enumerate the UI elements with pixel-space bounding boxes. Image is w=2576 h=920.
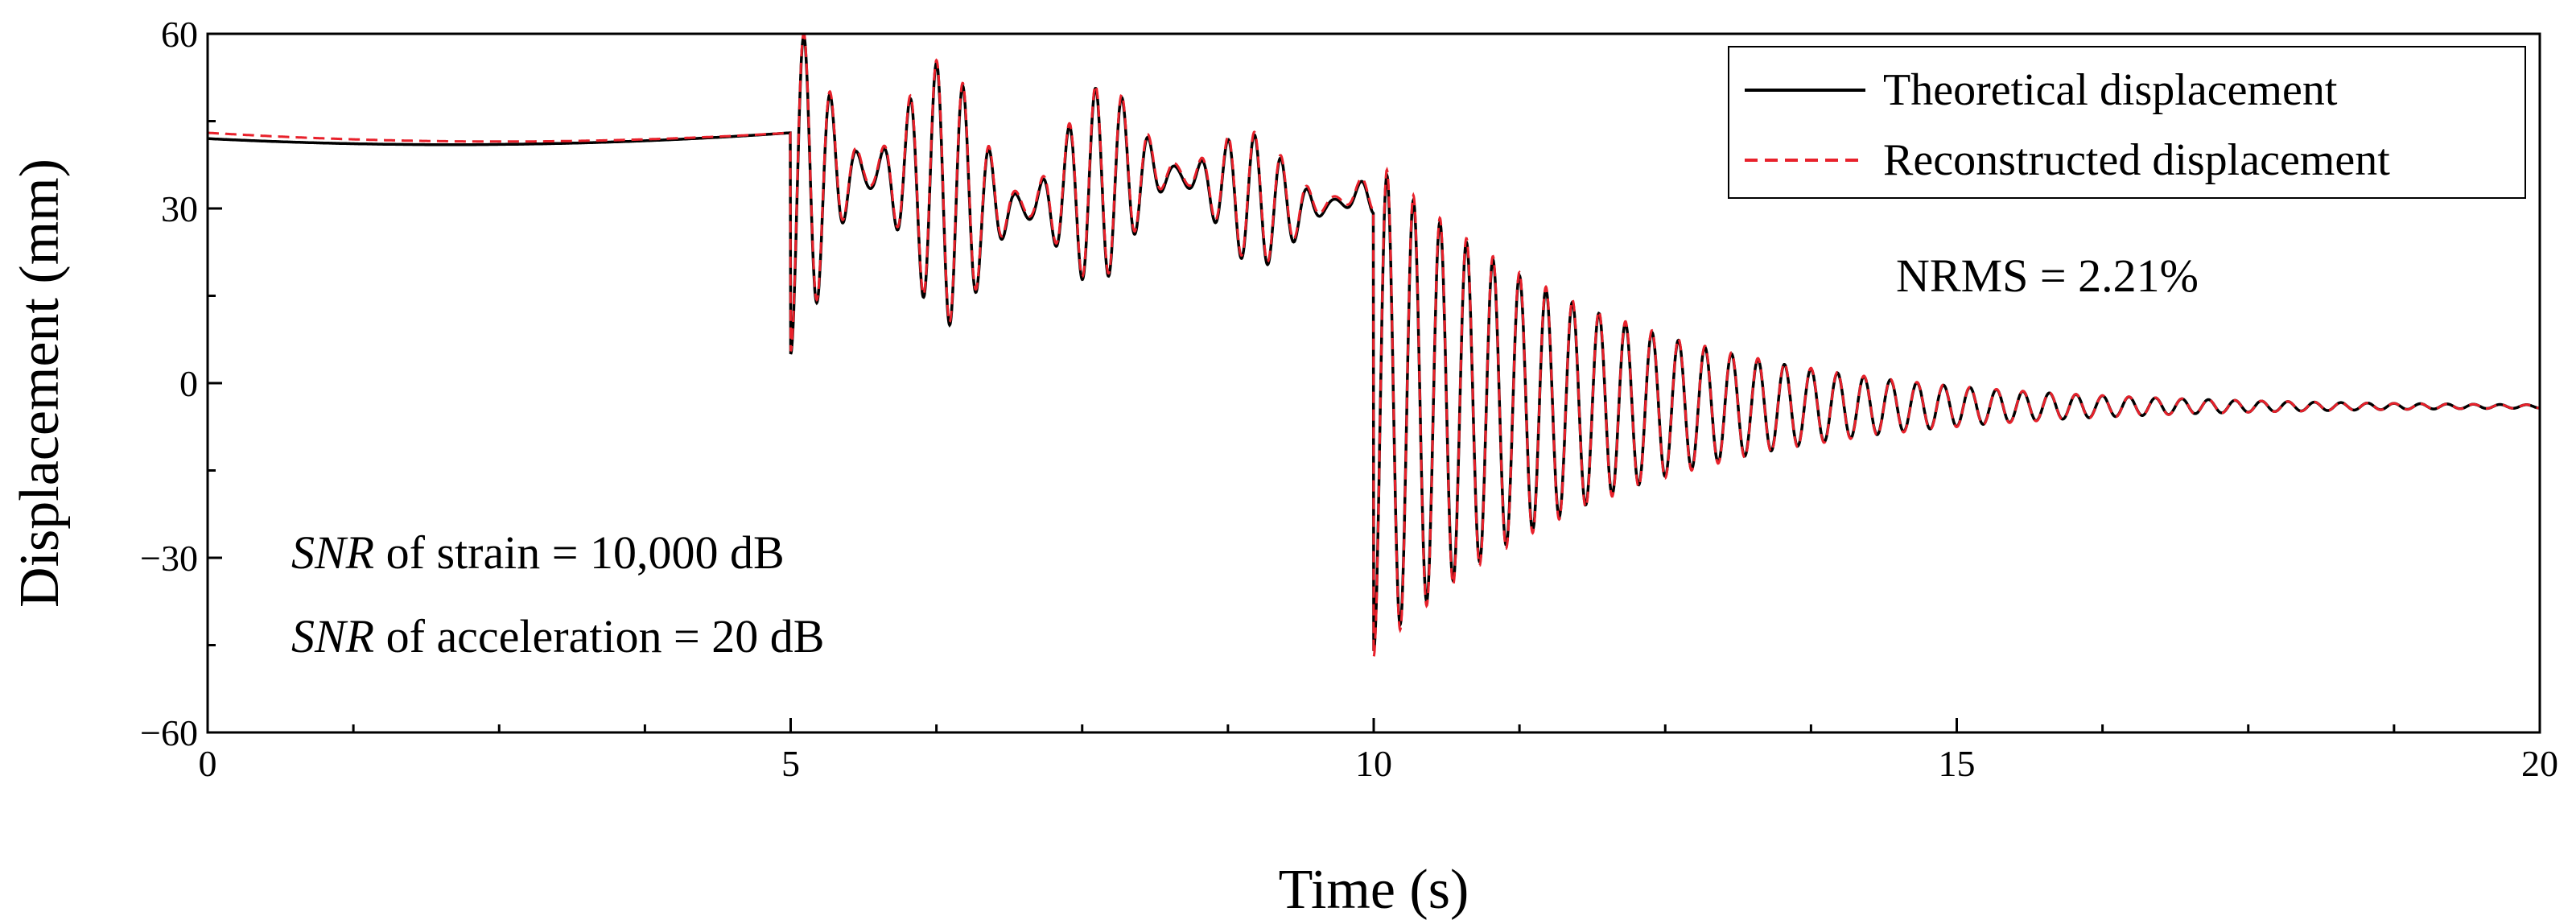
nrms-annotation: NRMS = 2.21%: [1896, 250, 2199, 302]
snr-strain-symbol: SNR: [291, 526, 374, 579]
series-line-reconstructed: [208, 32, 2540, 658]
y-tick-label: 60: [161, 14, 198, 55]
x-tick-label: 0: [199, 743, 217, 784]
legend-box: [1728, 46, 2526, 199]
snr-strain-text: of strain = 10,000 dB: [374, 526, 785, 579]
tick-labels: 0 5 10 15 20 −60 −30 0 30 60: [140, 14, 2558, 784]
y-tick-label: −60: [140, 712, 198, 753]
plot-lines: [208, 32, 2540, 658]
x-tick-label: 10: [1355, 743, 1392, 784]
x-tick-label: 15: [1939, 743, 1976, 784]
y-tick-label: 0: [179, 363, 198, 404]
snr-strain-annotation: SNR of strain = 10,000 dB: [291, 526, 785, 579]
x-tick-label: 5: [781, 743, 800, 784]
snr-accel-symbol: SNR: [291, 610, 374, 662]
legend-label-theoretical: Theoretical displacement: [1883, 65, 2338, 115]
snr-accel-annotation: SNR of acceleration = 20 dB: [291, 610, 824, 662]
y-axis-title: Displacement (mm): [9, 159, 71, 608]
snr-accel-text: of acceleration = 20 dB: [374, 610, 824, 662]
legend-label-reconstructed: Reconstructed displacement: [1883, 135, 2390, 185]
x-tick-label: 20: [2521, 743, 2558, 784]
y-tick-label: 30: [161, 188, 198, 229]
legend: Theoretical displacement Reconstructed d…: [1728, 46, 2526, 199]
y-tick-label: −30: [140, 538, 198, 579]
x-axis-title: Time (s): [1279, 859, 1469, 920]
axis-ticks: [206, 32, 2541, 734]
